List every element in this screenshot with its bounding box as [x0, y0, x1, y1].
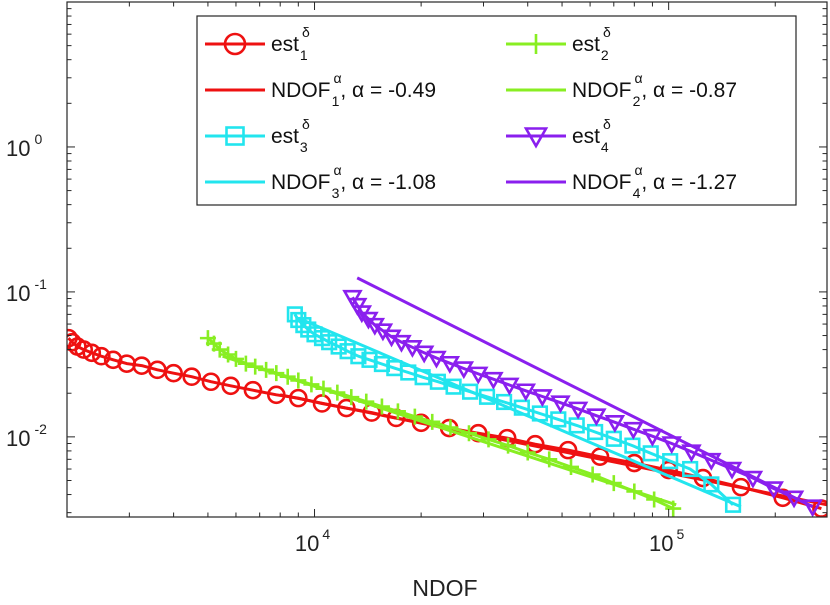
series-2-fit	[279, 393, 827, 507]
series-7-point	[642, 428, 663, 447]
series-1-point	[92, 346, 111, 366]
series-7-data	[342, 289, 823, 517]
series-7-point	[468, 366, 489, 385]
series-5-point	[550, 411, 567, 428]
series-4-fit	[222, 354, 677, 507]
series-5-data	[286, 306, 742, 513]
legend-entry-8: NDOFα 4, α = -1.27	[506, 162, 737, 201]
series-5-point	[605, 430, 622, 447]
series-8-line	[356, 276, 814, 509]
legend-entry-5: estδ 3	[205, 116, 310, 155]
series-1-point	[201, 372, 221, 392]
series-5-point	[662, 453, 679, 470]
legend-entry-2: NDOFα 1, α = -0.49	[205, 70, 436, 109]
series-5-point	[703, 476, 720, 493]
series-2-line	[279, 393, 827, 507]
y-tick-label-3: 10 -2	[6, 421, 47, 451]
legend-label: estδ 3	[271, 116, 310, 155]
series-5-point	[295, 317, 312, 334]
legend-entry-7: estδ 4	[506, 116, 611, 155]
series-5-point	[587, 423, 604, 441]
legend-label: NDOFα 2, α = -0.87	[572, 70, 737, 109]
series-7-point	[586, 408, 607, 427]
series-7-point	[802, 499, 823, 517]
series-7-point	[439, 355, 461, 374]
series-1-point	[221, 376, 241, 396]
series-7-point	[364, 317, 386, 336]
legend-entry-4: NDOFα 2, α = -0.87	[506, 70, 737, 109]
series-1-point	[182, 367, 202, 387]
series-6-line	[297, 316, 742, 509]
series-7-point	[721, 461, 743, 480]
series-3-point	[519, 444, 536, 461]
series-7-point	[550, 395, 571, 414]
series-3-point	[460, 425, 477, 442]
series-7-point	[499, 377, 520, 396]
series-7-point	[623, 421, 644, 440]
series-1-point	[82, 343, 102, 363]
legend-swatch-marker	[526, 34, 546, 54]
x-tick-label-2: 10 5	[649, 526, 684, 556]
series-5-point	[321, 334, 338, 351]
legend-label: estδ 1	[271, 24, 310, 63]
series-5-point	[330, 338, 347, 355]
legend-label: estδ 2	[572, 24, 611, 63]
series-5-point	[642, 445, 659, 462]
series-8-fit	[356, 276, 814, 509]
series-5-point	[462, 383, 479, 400]
series-7-point	[515, 383, 537, 402]
legend-label: NDOFα 1, α = -0.49	[271, 70, 436, 109]
axes: 10 4 10 5 10 0 10 -1 10 -2	[6, 1, 828, 556]
legend-swatch-marker	[225, 126, 245, 146]
series-7-point	[567, 401, 589, 420]
legend-entry-3: estδ 2	[506, 24, 611, 63]
axes-frame	[66, 1, 828, 518]
series-5-point	[624, 437, 641, 454]
y-tick-label-1: 10 0	[6, 131, 42, 161]
series-7-point	[453, 361, 475, 380]
legend-swatch-marker	[523, 127, 549, 149]
series-5-point	[350, 348, 367, 365]
series-5-point	[339, 343, 356, 360]
series-1-point	[337, 398, 356, 418]
legend-box	[196, 15, 797, 206]
legend-entry-6: NDOFα 3, α = -1.08	[205, 162, 436, 201]
series-3-point	[211, 341, 228, 358]
y-tick-label-2: 10 -1	[6, 276, 47, 306]
series-7-point	[532, 389, 553, 408]
legend-entry-1: estδ 1	[205, 24, 310, 63]
legend-label: NDOFα 3, α = -1.08	[271, 162, 436, 201]
x-tick-label-1: 10 4	[295, 526, 330, 556]
series-7-point	[426, 350, 447, 369]
series-1-point	[74, 340, 94, 359]
series-7-point	[483, 371, 504, 390]
legend-label: NDOFα 4, α = -1.27	[572, 162, 737, 201]
series-1-point	[243, 380, 263, 400]
series-4-line	[222, 354, 677, 507]
legend-label: estδ 4	[572, 116, 611, 155]
series-5-point	[682, 460, 699, 478]
series-7-point	[604, 415, 626, 433]
series-1-point	[164, 363, 183, 383]
series-6-fit	[297, 316, 742, 509]
series-3-point	[563, 458, 580, 475]
x-axis-label: NDOF	[412, 575, 477, 601]
legend: estδ 1 NDOFα 1, α = -0.49 estδ 2 NDOFα 2, α = -…	[196, 15, 797, 206]
series-5-point	[568, 417, 585, 434]
legend-swatch-marker	[223, 32, 247, 56]
